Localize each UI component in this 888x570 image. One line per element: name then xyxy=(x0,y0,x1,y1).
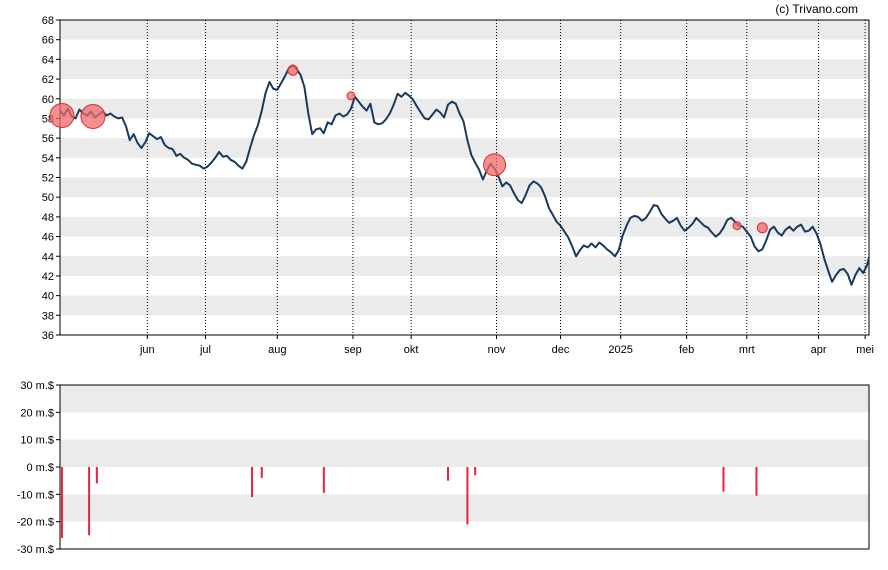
band xyxy=(60,59,869,80)
plot-frame xyxy=(59,384,870,550)
y-tick-label: 56 xyxy=(42,133,54,145)
transaction-bubble xyxy=(287,64,299,76)
x-tick-label: apr xyxy=(811,344,827,356)
transaction-bubble xyxy=(346,91,356,101)
y-tick-label: -10 m.$ xyxy=(17,489,54,501)
x-tick-label: sep xyxy=(344,344,362,356)
band xyxy=(60,138,869,158)
transaction-bar xyxy=(755,467,758,496)
x-tick-label: mrt xyxy=(739,344,755,356)
transaction-bar xyxy=(60,467,63,539)
transaction-bar xyxy=(88,467,91,536)
band xyxy=(60,439,869,467)
y-tick-label: 62 xyxy=(42,74,54,86)
copyright-text: (c) Trivano.com xyxy=(775,2,858,16)
x-tick-label: nov xyxy=(488,344,506,356)
band xyxy=(60,98,869,119)
band xyxy=(60,494,869,522)
band xyxy=(60,20,869,40)
plot-frame xyxy=(59,19,870,336)
band xyxy=(60,385,869,413)
x-tick-label: jun xyxy=(139,344,155,356)
x-tick-label: feb xyxy=(679,344,694,356)
y-tick-label: -30 m.$ xyxy=(17,544,54,556)
y-tick-label: 38 xyxy=(42,310,54,322)
y-tick-label: 20 m.$ xyxy=(20,407,54,419)
y-tick-label: 42 xyxy=(42,271,54,283)
y-tick-label: 0 m.$ xyxy=(26,462,54,474)
transaction-bar xyxy=(260,467,263,478)
transaction-bubble xyxy=(483,153,507,177)
flow-panel: -30 m.$ -20 m.$ -10 m.$ 0 m.$ 10 m.$ 20 m.$ 30… xyxy=(17,380,870,556)
y-tick-label: 54 xyxy=(42,153,54,165)
transaction-bar xyxy=(722,467,725,492)
y-tick-label: 40 xyxy=(42,291,54,303)
price-line xyxy=(59,64,870,286)
band xyxy=(60,216,869,237)
x-tick-label: mei xyxy=(856,344,874,356)
price-panel: jun jul aug sep okt nov dec 2025 feb mrt apr mei 36 3… xyxy=(42,15,874,356)
y-tick-label: 46 xyxy=(42,232,54,244)
transaction-bubble xyxy=(80,103,106,129)
transaction-bar xyxy=(474,467,477,476)
y-tick-label: 60 xyxy=(42,94,54,106)
y-tick-label: 66 xyxy=(42,35,54,47)
x-tick-label: okt xyxy=(404,344,419,356)
y-tick-label: 52 xyxy=(42,173,54,185)
transaction-bar xyxy=(251,467,254,498)
transaction-bar xyxy=(95,467,98,484)
transaction-bar xyxy=(447,467,450,481)
transaction-bar xyxy=(322,467,325,493)
band xyxy=(60,295,869,316)
band xyxy=(60,256,869,276)
y-tick-label: -20 m.$ xyxy=(17,517,54,529)
transaction-bubble xyxy=(49,102,75,128)
transaction-bubble xyxy=(732,221,742,231)
x-tick-label: dec xyxy=(552,344,570,356)
x-tick-label: jul xyxy=(199,344,211,356)
y-tick-label: 48 xyxy=(42,212,54,224)
transaction-bar xyxy=(466,467,469,525)
y-tick-label: 64 xyxy=(42,54,54,66)
y-tick-label: 30 m.$ xyxy=(20,380,54,392)
y-tick-label: 50 xyxy=(42,192,54,204)
y-tick-label: 36 xyxy=(42,330,54,342)
y-tick-label: 10 m.$ xyxy=(20,435,54,447)
y-tick-label: 68 xyxy=(42,15,54,27)
x-tick-label: aug xyxy=(268,344,286,356)
transaction-bubble xyxy=(756,222,768,234)
band xyxy=(60,177,869,198)
x-tick-label: 2025 xyxy=(608,344,632,356)
y-tick-label: 44 xyxy=(42,251,54,263)
